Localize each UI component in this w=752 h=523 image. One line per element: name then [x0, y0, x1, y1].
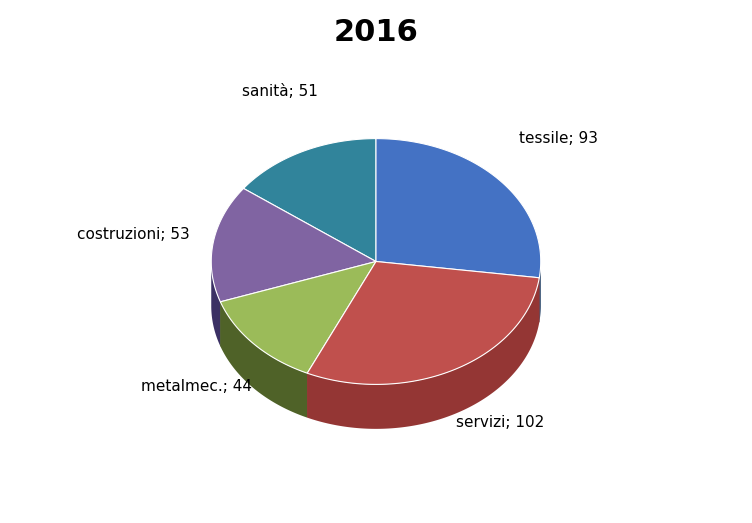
Polygon shape [376, 262, 539, 322]
Polygon shape [220, 262, 376, 346]
Polygon shape [308, 262, 376, 418]
Polygon shape [220, 262, 376, 373]
Polygon shape [308, 262, 539, 384]
Polygon shape [308, 278, 539, 429]
Polygon shape [220, 302, 308, 418]
Polygon shape [308, 262, 376, 418]
Text: servizi; 102: servizi; 102 [456, 415, 544, 430]
Polygon shape [244, 139, 376, 262]
Text: sanità; 51: sanità; 51 [241, 84, 317, 99]
Text: metalmec.; 44: metalmec.; 44 [141, 379, 252, 394]
Polygon shape [211, 188, 376, 302]
Text: 2016: 2016 [334, 18, 418, 47]
Polygon shape [211, 262, 220, 346]
Polygon shape [220, 262, 376, 346]
Text: tessile; 93: tessile; 93 [519, 131, 598, 146]
Polygon shape [376, 139, 541, 278]
Polygon shape [539, 262, 541, 322]
Text: costruzioni; 53: costruzioni; 53 [77, 227, 190, 242]
Polygon shape [376, 262, 539, 322]
